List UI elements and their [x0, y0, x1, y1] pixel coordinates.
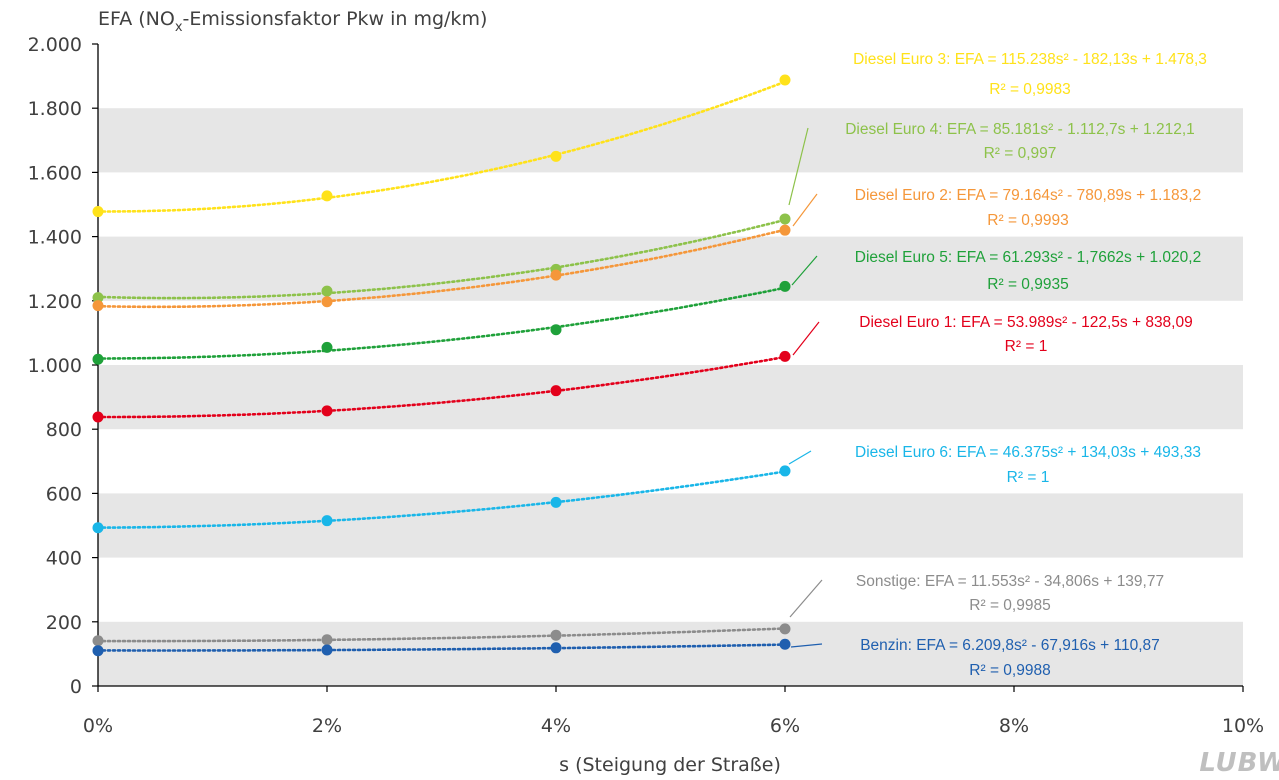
data-point-euro6 — [321, 515, 333, 527]
y-tick-label: 400 — [46, 548, 82, 570]
y-tick-label: 1.800 — [28, 98, 82, 120]
r2-label-euro3: R² = 0,9983 — [989, 81, 1070, 98]
data-point-euro2 — [779, 224, 791, 236]
y-tick-label: 600 — [46, 483, 82, 505]
equation-label-euro6: Diesel Euro 6: EFA = 46.375s² + 134,03s … — [855, 444, 1201, 461]
trendline-euro3 — [96, 80, 787, 213]
leader-line-euro1 — [792, 321, 820, 356]
chart-title: EFA (NOx-Emissionsfaktor Pkw in mg/km) — [98, 8, 487, 35]
trendline-euro2 — [96, 228, 787, 309]
annotation-leader-lines — [788, 127, 823, 648]
leader-line-euro6 — [788, 450, 812, 465]
data-point-euro6 — [92, 522, 104, 534]
x-axis-tick-labels: 0% 2% 4% 6% 8% 10% — [83, 715, 1264, 737]
r2-label-benzin: R² = 0,9988 — [969, 662, 1050, 679]
data-point-benzin — [92, 645, 104, 657]
leader-line-euro2 — [792, 193, 818, 227]
trendline-euro1 — [96, 355, 787, 419]
data-point-euro1 — [550, 385, 562, 397]
data-point-sonstige — [92, 635, 104, 647]
x-axis-title: s (Steigung der Straße) — [559, 754, 781, 776]
data-point-euro6 — [550, 496, 562, 508]
y-axis-tick-labels: 0 200 400 600 800 1.000 1.200 1.400 1.600 1.800 2.… — [28, 34, 82, 698]
equation-label-euro3: Diesel Euro 3: EFA = 115.238s² - 182,13s… — [853, 51, 1207, 68]
data-point-euro3 — [321, 190, 333, 202]
r2-label-euro4: R² = 0,997 — [984, 145, 1057, 162]
data-point-benzin — [321, 644, 333, 656]
data-point-sonstige — [550, 629, 562, 641]
data-point-euro4 — [321, 285, 333, 297]
data-point-benzin — [779, 638, 791, 650]
title-suffix: -Emissionsfaktor Pkw in mg/km) — [183, 8, 488, 30]
x-tick-label: 2% — [312, 715, 342, 737]
grid-band — [98, 108, 1243, 173]
data-point-euro3 — [92, 206, 104, 218]
y-tick-label: 200 — [46, 612, 82, 634]
data-point-sonstige — [779, 623, 791, 635]
r2-label-sonstige: R² = 0,9985 — [969, 597, 1050, 614]
axes — [92, 43, 1244, 692]
r2-label-euro1: R² = 1 — [1005, 338, 1048, 355]
y-tick-label: 800 — [46, 419, 82, 441]
data-point-euro1 — [321, 405, 333, 417]
lubw-logo: LUBW — [1199, 748, 1279, 778]
y-tick-label: 2.000 — [28, 34, 82, 56]
trendline-benzin — [96, 643, 787, 652]
trendline-euro6 — [96, 470, 787, 529]
r2-label-euro2: R² = 0,9993 — [987, 212, 1068, 229]
x-tick-label: 6% — [770, 715, 800, 737]
data-point-euro2 — [550, 269, 562, 281]
equation-label-sonstige: Sonstige: EFA = 11.553s² - 34,806s + 139… — [856, 573, 1164, 590]
r2-label-euro5: R² = 0,9935 — [987, 276, 1068, 293]
title-prefix: EFA (NO — [98, 8, 175, 30]
y-tick-label: 1.200 — [28, 291, 82, 313]
data-point-euro3 — [550, 150, 562, 162]
x-tick-label: 0% — [83, 715, 113, 737]
data-point-benzin — [550, 642, 562, 654]
data-point-euro1 — [779, 350, 791, 362]
y-tick-label: 1.400 — [28, 227, 82, 249]
leader-line-euro4 — [788, 127, 809, 206]
data-point-euro5 — [92, 353, 104, 365]
y-tick-label: 1.000 — [28, 355, 82, 377]
trendline-euro4 — [96, 218, 787, 300]
trendline-sonstige — [96, 627, 787, 643]
data-point-euro2 — [321, 296, 333, 308]
data-point-euro3 — [779, 74, 791, 86]
data-point-euro6 — [779, 465, 791, 477]
leader-line-sonstige — [789, 579, 823, 618]
equation-label-benzin: Benzin: EFA = 6.209,8s² - 67,916s + 110,… — [860, 637, 1160, 654]
leader-line-euro5 — [791, 255, 818, 286]
data-point-euro5 — [779, 280, 791, 292]
grid-band — [98, 493, 1243, 558]
trendline-euro5 — [96, 286, 787, 360]
equation-label-euro5: Diesel Euro 5: EFA = 61.293s² - 1,7662s … — [855, 249, 1201, 266]
data-point-sonstige — [321, 634, 333, 646]
data-point-euro2 — [92, 300, 104, 312]
x-tick-label: 8% — [999, 715, 1029, 737]
equation-label-euro2: Diesel Euro 2: EFA = 79.164s² - 780,89s … — [855, 187, 1201, 204]
data-point-euro5 — [550, 324, 562, 336]
data-point-euro4 — [779, 213, 791, 225]
data-points — [92, 74, 791, 657]
equation-label-euro1: Diesel Euro 1: EFA = 53.989s² - 122,5s +… — [859, 314, 1192, 331]
leader-line-benzin — [790, 643, 823, 648]
y-tick-label: 1.600 — [28, 162, 82, 184]
equation-label-euro4: Diesel Euro 4: EFA = 85.181s² - 1.112,7s… — [845, 121, 1195, 138]
trendlines — [96, 80, 787, 652]
r2-label-euro6: R² = 1 — [1007, 469, 1050, 486]
data-point-euro5 — [321, 341, 333, 353]
title-subscript: x — [175, 20, 183, 35]
x-tick-label: 10% — [1222, 715, 1264, 737]
trendline-equations: Diesel Euro 3: EFA = 115.238s² - 182,13s… — [845, 51, 1207, 679]
data-point-euro4 — [92, 292, 104, 304]
y-tick-label: 0 — [70, 676, 82, 698]
data-point-euro1 — [92, 411, 104, 423]
x-tick-label: 4% — [541, 715, 571, 737]
